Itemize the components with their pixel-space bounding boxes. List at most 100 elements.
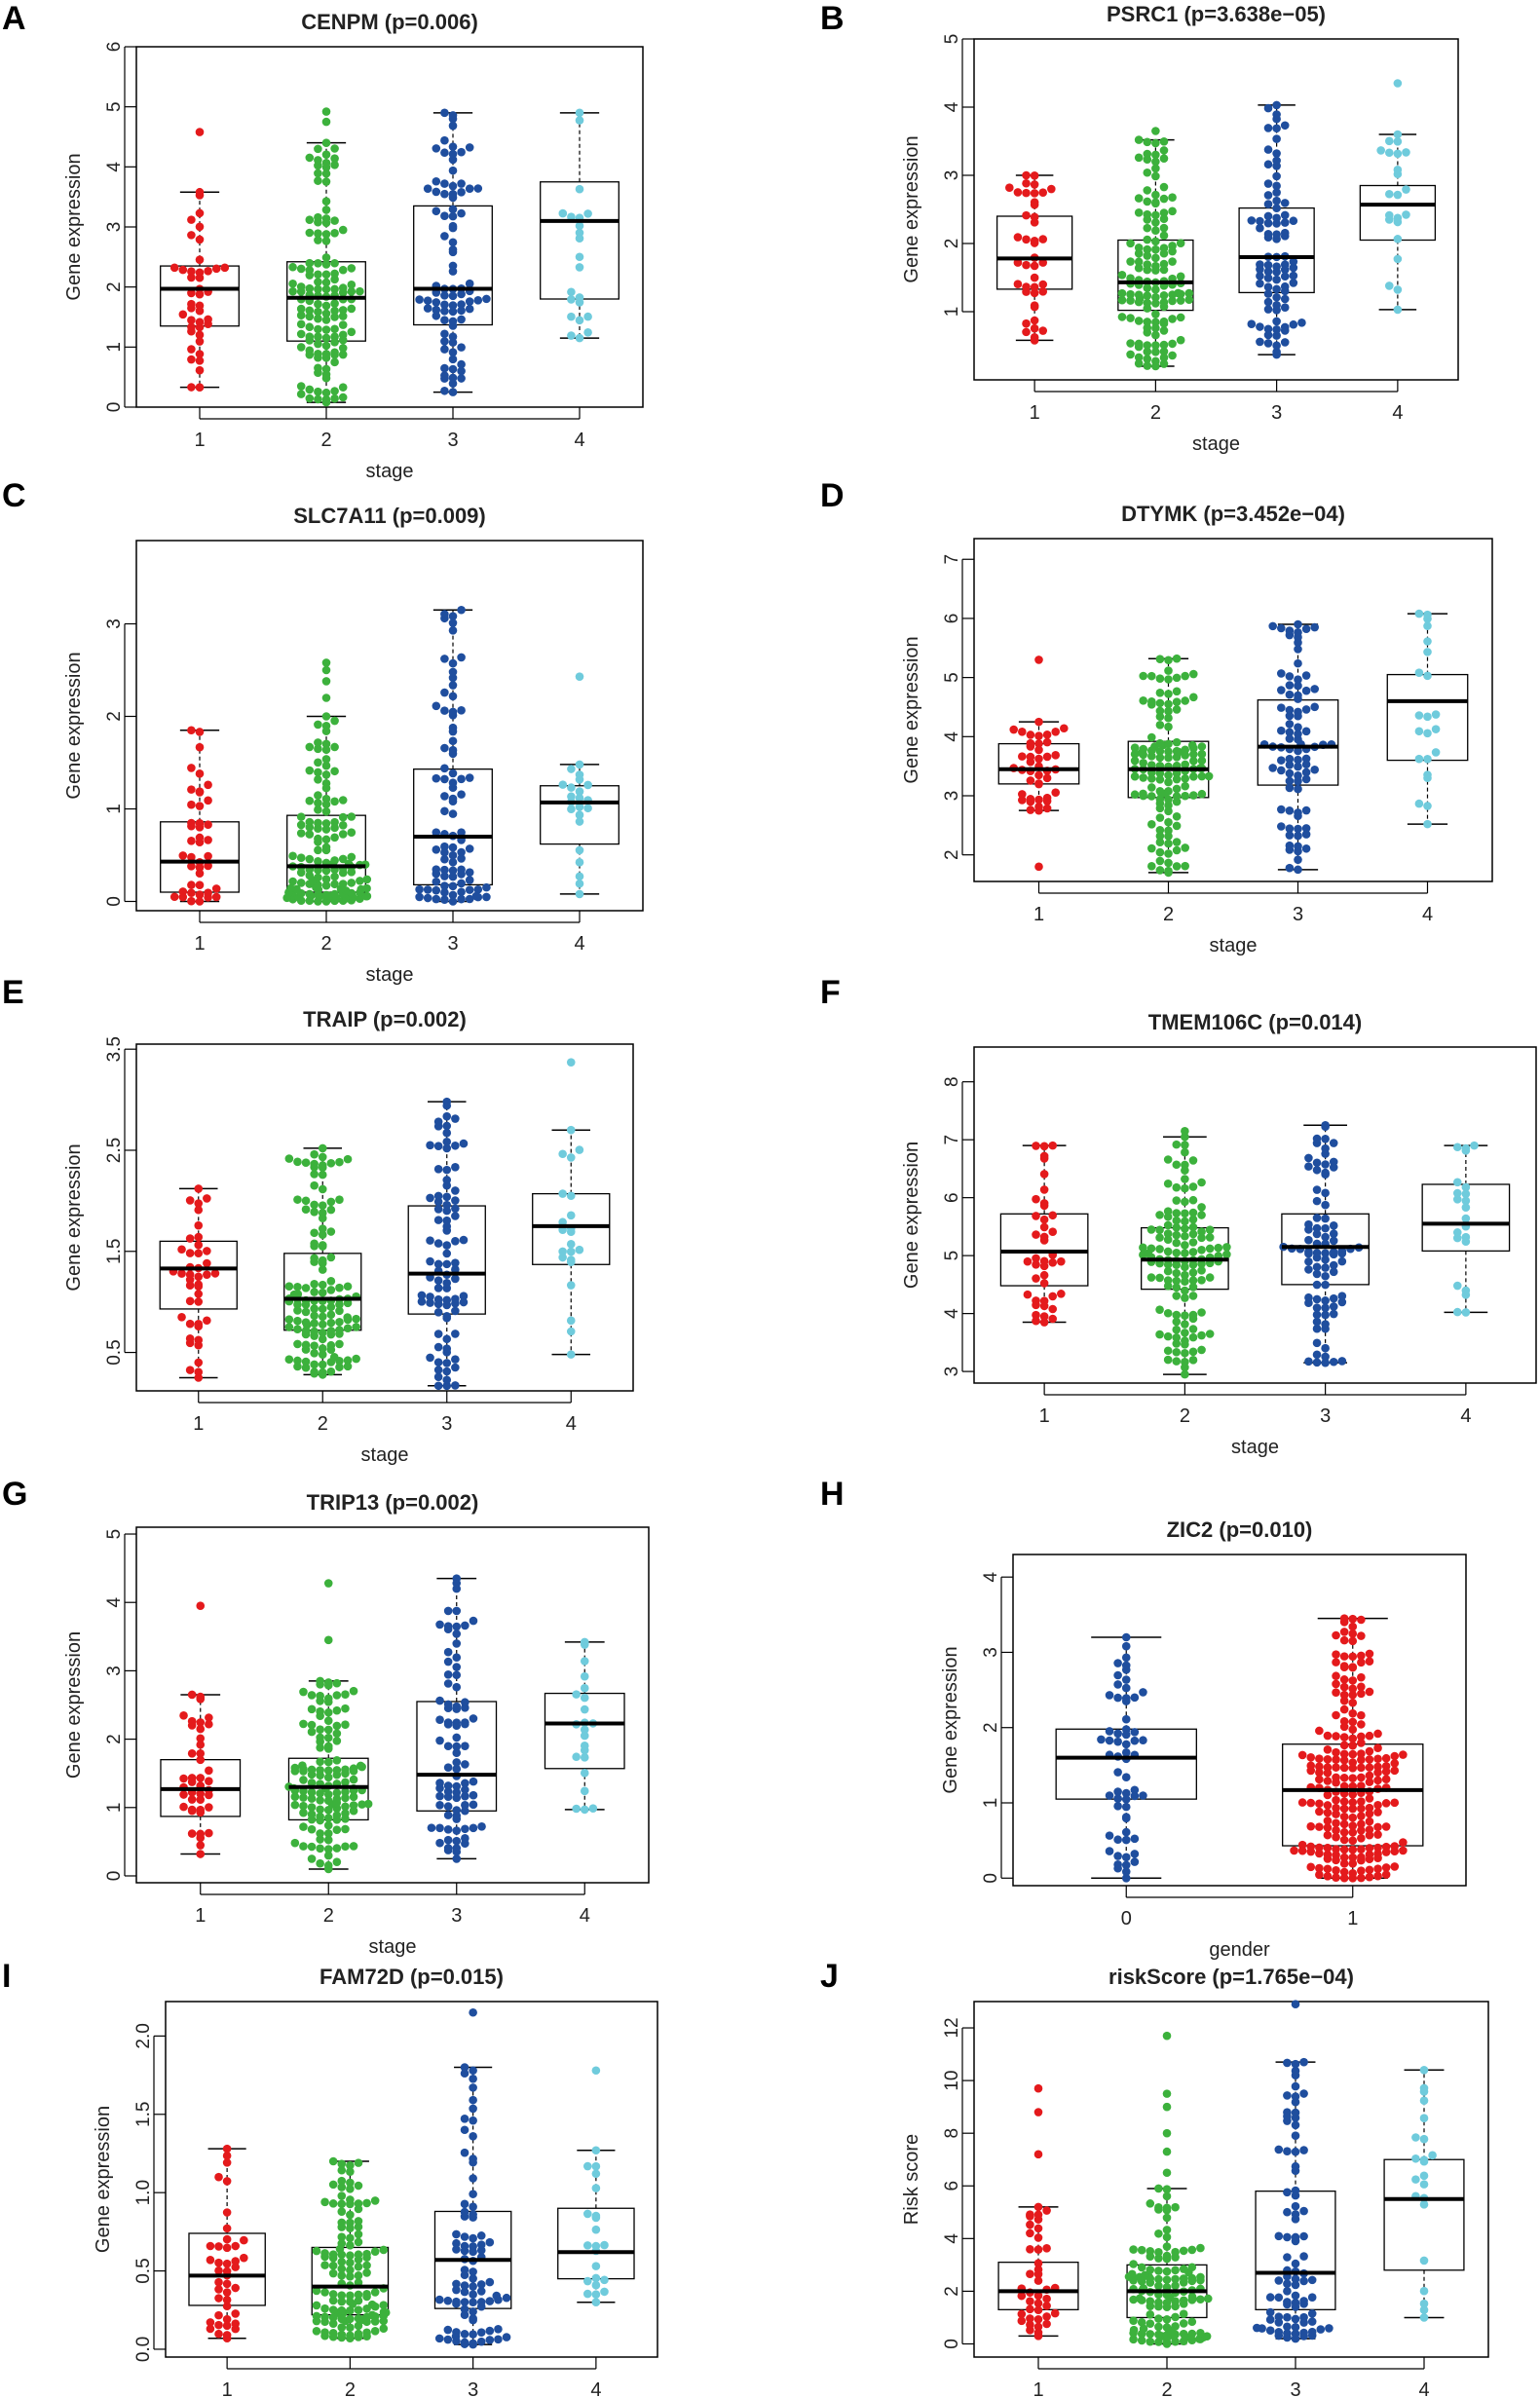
data-point <box>1393 213 1403 223</box>
data-point <box>1176 272 1185 281</box>
data-point <box>321 197 331 206</box>
data-point <box>194 1319 204 1329</box>
data-point <box>448 794 458 804</box>
data-point <box>1164 690 1173 698</box>
data-point <box>301 1318 311 1328</box>
data-point <box>1283 2188 1292 2197</box>
data-point <box>1181 791 1189 801</box>
y-tick-label: 5 <box>942 34 962 45</box>
data-point <box>575 333 584 343</box>
data-point <box>440 345 449 354</box>
data-point <box>440 329 449 339</box>
data-point <box>203 1194 211 1203</box>
data-point <box>187 383 196 392</box>
data-point <box>321 866 331 876</box>
data-point <box>1423 637 1432 646</box>
data-point <box>314 350 322 358</box>
data-point <box>1423 729 1432 738</box>
data-point <box>1146 2199 1155 2208</box>
data-point <box>1126 296 1135 305</box>
data-point <box>440 764 449 773</box>
data-point <box>432 877 441 886</box>
data-point <box>314 834 322 843</box>
data-point <box>457 374 466 383</box>
data-point <box>1168 315 1177 323</box>
data-point <box>1301 824 1311 833</box>
data-point <box>1301 830 1311 839</box>
data-point <box>457 790 466 799</box>
data-point <box>194 1205 204 1215</box>
data-point <box>330 833 339 843</box>
data-point <box>195 742 205 752</box>
data-point <box>330 357 339 367</box>
data-point <box>1285 681 1295 690</box>
data-point <box>1033 2259 1043 2268</box>
data-point <box>1034 745 1043 755</box>
data-point <box>203 1258 211 1268</box>
data-point <box>185 1333 195 1343</box>
data-point <box>338 312 348 320</box>
data-point <box>326 1318 336 1328</box>
data-point <box>448 388 458 396</box>
data-point <box>1042 737 1052 747</box>
data-point <box>448 301 458 310</box>
data-point <box>194 1367 204 1377</box>
data-point <box>1162 2226 1172 2234</box>
data-point <box>1263 324 1273 334</box>
data-point <box>1272 134 1281 143</box>
data-point <box>1171 2247 1180 2257</box>
data-point <box>321 158 331 168</box>
data-point <box>448 778 458 787</box>
data-point <box>465 143 474 152</box>
data-point <box>321 890 331 900</box>
data-point <box>457 343 466 352</box>
data-point <box>1042 2312 1051 2321</box>
data-point <box>284 1154 294 1163</box>
data-point <box>1187 2263 1197 2272</box>
data-point <box>314 768 322 777</box>
data-point <box>1256 216 1264 226</box>
data-point <box>1197 749 1207 759</box>
data-point <box>1151 198 1160 207</box>
data-point <box>1172 705 1182 714</box>
data-point <box>195 356 205 365</box>
data-point <box>321 107 331 116</box>
data-point <box>1291 2299 1300 2307</box>
data-point <box>1272 230 1281 239</box>
data-point <box>1159 326 1169 335</box>
data-point <box>1181 781 1189 791</box>
data-point <box>1151 292 1160 302</box>
data-point <box>305 322 315 332</box>
data-point <box>1172 774 1182 784</box>
data-point <box>1139 789 1147 799</box>
data-point <box>1042 2319 1051 2329</box>
data-point <box>1155 838 1165 847</box>
data-point <box>1294 691 1302 700</box>
box-group-3 <box>413 605 493 906</box>
data-point <box>305 153 315 163</box>
data-point <box>473 184 483 193</box>
data-point <box>1162 2031 1172 2041</box>
data-point <box>558 208 568 218</box>
data-point <box>1384 148 1394 158</box>
data-point <box>1265 2293 1275 2302</box>
data-point <box>1294 824 1302 834</box>
y-tick-label: 1 <box>942 307 962 318</box>
data-point <box>1147 792 1156 801</box>
data-point <box>1155 813 1165 822</box>
data-point <box>187 726 196 735</box>
data-point <box>326 1367 336 1376</box>
panel-d: D DTYMK (p=3.452e−04) 2 3 4 5 6 7 Gene expressi… <box>0 0 1540 956</box>
data-point <box>1280 272 1290 281</box>
y-tick-label: 2 <box>104 711 125 722</box>
data-point <box>1289 279 1298 287</box>
data-point <box>1263 339 1273 348</box>
data-point <box>343 1154 353 1164</box>
data-point <box>1134 257 1144 267</box>
data-point <box>194 1199 204 1208</box>
data-point <box>448 667 458 677</box>
x-tick-label: 3 <box>1293 904 1303 925</box>
data-point <box>1402 210 1410 219</box>
y-tick-label: 10 <box>942 2071 962 2091</box>
